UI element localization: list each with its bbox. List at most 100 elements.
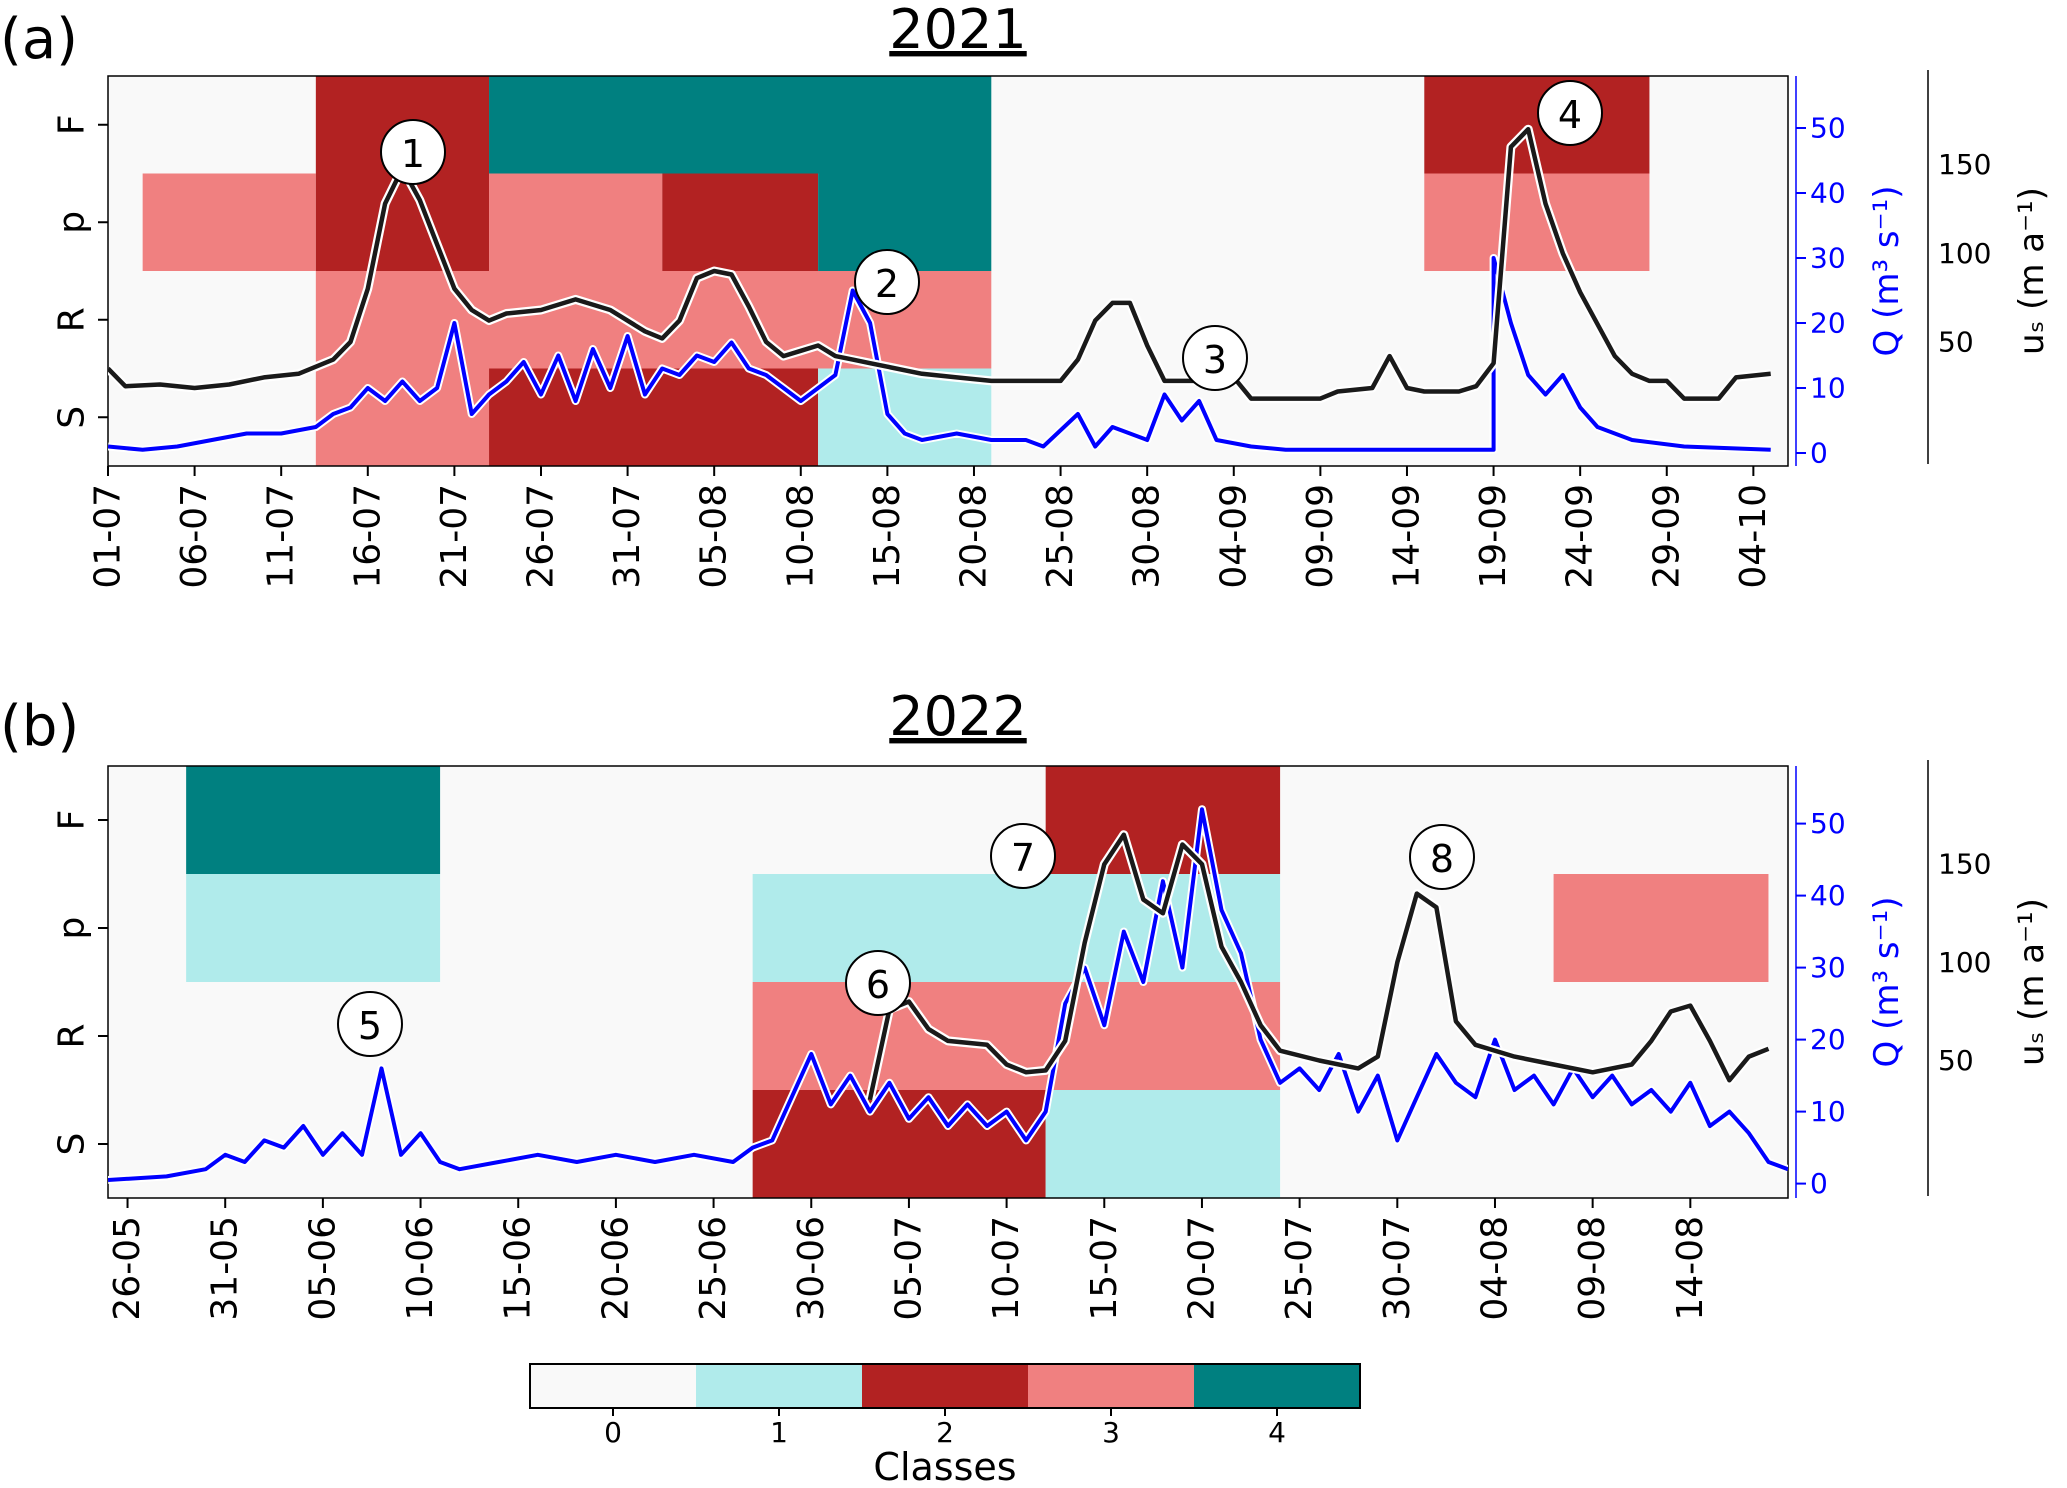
x-tick-label: 26-07 [520,484,561,589]
annotation-circle [1409,824,1475,890]
us-axis-tick-label: 50 [1938,325,1974,358]
x-tick-label: 15-07 [1084,1216,1125,1321]
annotation-circle [380,119,446,185]
annotation-number: 3 [1203,338,1227,382]
colorbar-cell-0 [530,1364,696,1408]
colorbar-tick-label: 4 [1268,1416,1286,1449]
plot-frame [107,75,1789,467]
heatmap-block [1553,874,1769,982]
x-tick-label: 09-08 [1572,1216,1613,1321]
row-label-S: S [52,1133,93,1156]
q-axis-tick-label: 20 [1810,1023,1846,1056]
colorbar-cell-2 [862,1364,1028,1408]
colorbar-cell-3 [1028,1364,1194,1408]
colorbar-tick-label: 3 [1102,1416,1120,1449]
row-label-p: p [52,211,93,234]
annotation-number: 4 [1558,93,1582,137]
row-label-F: F [52,810,93,831]
x-tick-label: 30-06 [791,1216,832,1321]
x-tick-label: 04-08 [1474,1216,1515,1321]
row-label-R: R [52,307,93,332]
colorbar-tick-label: 0 [604,1416,622,1449]
x-tick-label: 16-07 [347,484,388,589]
q-axis-tick-label: 50 [1810,807,1846,840]
panel-b-plot: Fp R S 26-05 31-05 05-06 10-06 15-06 20-06 25-06 3… [52,760,2052,1321]
x-tick-label: 10-06 [400,1216,441,1321]
us-axis-tick-label: 50 [1938,1044,1974,1077]
x-tick-label: 26-05 [107,1216,148,1321]
x-tick-label: 15-06 [498,1216,539,1321]
row-label-R: R [52,1023,93,1048]
plot-frame [107,765,1789,1199]
panel-a-plot: Fp R S 01-07 06-07 11-07 16-07 21-07 26-07 31-07 0… [52,70,2052,589]
x-tick-label: 10-08 [780,484,821,589]
q-axis-tick-label: 50 [1810,112,1846,145]
x-tick-label: 20-06 [595,1216,636,1321]
q-axis-tick-label: 10 [1810,1095,1846,1128]
heatmap-block [1424,173,1650,271]
x-tick-label: 19-09 [1473,484,1514,589]
x-tick-label: 24-09 [1560,484,1601,589]
x-tick-label: 20-08 [953,484,994,589]
us-axis-tick-label: 100 [1938,237,1991,270]
annotation-circle [1537,80,1603,146]
annotation-circle [845,950,911,1016]
x-tick-label: 15-08 [867,484,908,589]
heatmap-block [1045,1090,1281,1198]
us-axis-tick-label: 150 [1938,148,1991,181]
x-tick-label: 04-10 [1733,484,1774,589]
colorbar-tick-label: 1 [770,1416,788,1449]
x-tick-label: 09-09 [1300,484,1341,589]
heatmap-block [818,368,992,466]
velocity-line [108,126,1771,401]
q-axis-label: Q (m³ s⁻¹) [1867,897,1907,1068]
discharge-line [108,807,1788,1182]
annotation-circle [854,249,920,315]
annotation-circle [1182,325,1248,391]
q-axis-tick-label: 0 [1810,437,1828,470]
velocity-line [867,832,1770,1101]
q-axis-tick-label: 30 [1810,951,1846,984]
x-tick-label: 30-07 [1377,1216,1418,1321]
x-tick-label: 04-09 [1213,484,1254,589]
us-axis-tick-label: 100 [1938,946,1991,979]
heatmap-block [752,982,1281,1090]
row-label-p: p [52,917,93,940]
colorbar: 0 1 2 3 4 [529,1363,1361,1449]
us-axis-label: uₛ (m a⁻¹) [2012,898,2052,1066]
annotation-number: 1 [401,132,425,176]
us-axis-tick-label: 150 [1938,848,1991,881]
annotation-circle [337,991,403,1057]
q-axis-tick-label: 30 [1810,242,1846,275]
panel-a-title: 2021 [889,0,1026,61]
panel-a-label: (a) [0,7,78,72]
q-axis-tick-label: 0 [1810,1167,1828,1200]
x-tick-label: 14-08 [1670,1216,1711,1321]
heatmap-block [315,173,490,271]
annotation-number: 5 [358,1004,382,1048]
x-tick-label: 30-08 [1127,484,1168,589]
x-tick-label: 25-08 [1040,484,1081,589]
x-tick-label: 31-05 [205,1216,246,1321]
x-tick-label: 01-07 [88,484,129,589]
colorbar-frame [529,1363,1361,1409]
q-axis-tick-label: 40 [1810,879,1846,912]
colorbar-tick-label: 2 [936,1416,954,1449]
colorbar-cell-1 [696,1364,862,1408]
x-tick-label: 05-06 [302,1216,343,1321]
heatmap-block [489,173,663,271]
annotation-number: 2 [875,262,899,306]
row-label-F: F [52,114,93,135]
q-axis-tick-label: 20 [1810,307,1846,340]
panel-b-title: 2022 [889,685,1026,748]
heatmap-block [1045,766,1281,874]
panel-b-label: (b) [0,694,79,759]
x-tick-label: 14-09 [1386,484,1427,589]
heatmap-block [186,874,441,982]
row-label-S: S [52,406,93,429]
x-tick-label: 25-06 [693,1216,734,1321]
x-tick-label: 29-09 [1646,484,1687,589]
annotation-circle [990,823,1056,889]
x-tick-label: 20-07 [1181,1216,1222,1321]
